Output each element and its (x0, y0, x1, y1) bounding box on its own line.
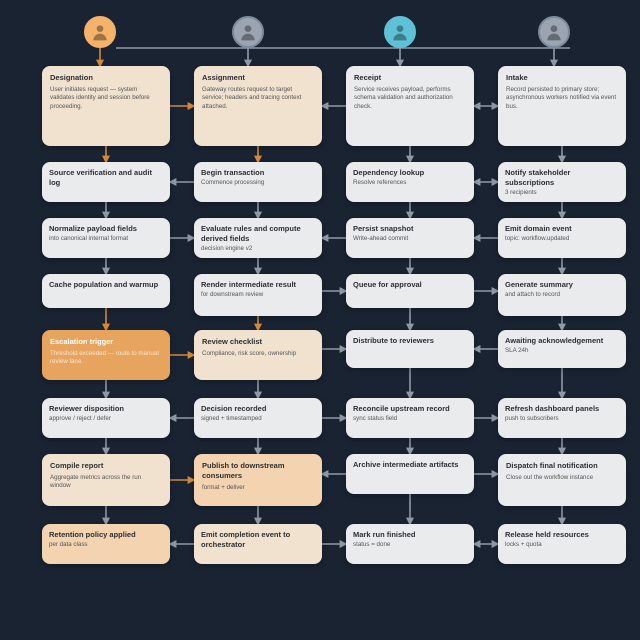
node-body: SLA 24h (505, 347, 619, 355)
node-title: Source verification and audit log (49, 168, 163, 188)
flow-node: Notify stakeholder subscriptions3 recipi… (498, 162, 626, 202)
node-title: Release held resources (505, 530, 619, 540)
node-body: decision engine v2 (201, 245, 315, 253)
node-title: Review checklist (202, 337, 314, 347)
node-title: Emit completion event to orchestrator (201, 530, 315, 550)
flow-node: Reconcile upstream recordsync status fie… (346, 398, 474, 438)
flow-node: Dispatch final notification Close out the… (498, 454, 626, 506)
flow-node: Release held resourceslocks + quota (498, 524, 626, 564)
node-title: Begin transaction (201, 168, 315, 178)
flow-node: Review checklist Compliance, risk score, … (194, 330, 322, 380)
node-title: Awaiting acknowledgement (505, 336, 619, 346)
node-title: Normalize payload fields (49, 224, 163, 234)
node-title: Evaluate rules and compute derived field… (201, 224, 315, 244)
flow-node: Generate summaryand attach to record (498, 274, 626, 316)
flow-node: Retention policy appliedper data class (42, 524, 170, 564)
flow-node: Mark run finishedstatus = done (346, 524, 474, 564)
flow-node: Compile report Aggregate metrics across t… (42, 454, 170, 506)
flow-node: Decision recordedsigned + timestamped (194, 398, 322, 438)
node-title: Distribute to reviewers (353, 336, 467, 346)
flow-node: Archive intermediate artifacts (346, 454, 474, 494)
node-title: Cache population and warmup (49, 280, 163, 290)
flow-node: Designation User initiates request — syst… (42, 66, 170, 146)
flow-node: Begin transactionCommence processing (194, 162, 322, 202)
flow-node: Persist snapshotWrite-ahead commit (346, 218, 474, 258)
flow-node: Queue for approval (346, 274, 474, 308)
flow-node: Refresh dashboard panelspush to subscrib… (498, 398, 626, 438)
node-title: Decision recorded (201, 404, 315, 414)
flow-node: Dependency lookupResolve references (346, 162, 474, 202)
flow-node: Source verification and audit log (42, 162, 170, 202)
node-title: Publish to downstream consumers (202, 461, 314, 481)
flow-node: Emit completion event to orchestrator (194, 524, 322, 564)
node-title: Compile report (50, 461, 162, 471)
node-title: Generate summary (505, 280, 619, 290)
node-body: per data class (49, 541, 163, 549)
node-title: Queue for approval (353, 280, 467, 290)
node-body: Compliance, risk score, ownership (202, 350, 314, 358)
node-body: and attach to record (505, 291, 619, 299)
lane-avatar (84, 16, 116, 48)
node-body: topic: workflow.updated (505, 235, 619, 243)
lane-avatar (232, 16, 264, 48)
flow-node: Intake Record persisted to primary store;… (498, 66, 626, 146)
node-title: Intake (506, 73, 618, 83)
flow-node: Distribute to reviewers (346, 330, 474, 368)
lane-avatar (538, 16, 570, 48)
node-title: Archive intermediate artifacts (353, 460, 467, 470)
flow-node: Receipt Service receives payload, perform… (346, 66, 474, 146)
flow-node: Awaiting acknowledgementSLA 24h (498, 330, 626, 368)
flow-node: Assignment Gateway routes request to targ… (194, 66, 322, 146)
node-body: Threshold exceeded — route to manual rev… (50, 350, 162, 367)
node-title: Retention policy applied (49, 530, 163, 540)
node-body: approve / reject / defer (49, 415, 163, 423)
node-title: Persist snapshot (353, 224, 467, 234)
node-body: signed + timestamped (201, 415, 315, 423)
node-body: status = done (353, 541, 467, 549)
node-title: Render intermediate result (201, 280, 315, 290)
node-title: Receipt (354, 73, 466, 83)
node-title: Assignment (202, 73, 314, 83)
node-title: Reconcile upstream record (353, 404, 467, 414)
node-body: Gateway routes request to target service… (202, 86, 314, 111)
flow-node: Cache population and warmup (42, 274, 170, 308)
node-title: Emit domain event (505, 224, 619, 234)
flow-node: Normalize payload fieldsinto canonical i… (42, 218, 170, 258)
lane-avatar (384, 16, 416, 48)
node-body: sync status field (353, 415, 467, 423)
flow-node: Escalation trigger Threshold exceeded — r… (42, 330, 170, 380)
node-body: User initiates request — system validate… (50, 86, 162, 111)
flowchart-canvas: Designation User initiates request — syst… (0, 0, 640, 640)
node-body: Close out the workflow instance (506, 474, 618, 482)
node-body: Resolve references (353, 179, 467, 187)
node-title: Dependency lookup (353, 168, 467, 178)
node-body: locks + quota (505, 541, 619, 549)
flow-node: Reviewer dispositionapprove / reject / d… (42, 398, 170, 438)
node-body: into canonical internal format (49, 235, 163, 243)
flow-node: Publish to downstream consumers format + … (194, 454, 322, 506)
node-title: Reviewer disposition (49, 404, 163, 414)
node-body: Aggregate metrics across the run window (50, 474, 162, 491)
node-title: Dispatch final notification (506, 461, 618, 471)
node-body: Record persisted to primary store; async… (506, 86, 618, 111)
node-body: format + deliver (202, 484, 314, 492)
node-body: for downstream review (201, 291, 315, 299)
node-body: Write-ahead commit (353, 235, 467, 243)
node-title: Designation (50, 73, 162, 83)
node-title: Escalation trigger (50, 337, 162, 347)
flow-node: Emit domain eventtopic: workflow.updated (498, 218, 626, 258)
node-body: 3 recipients (505, 189, 619, 197)
node-title: Notify stakeholder subscriptions (505, 168, 619, 188)
node-title: Mark run finished (353, 530, 467, 540)
node-body: push to subscribers (505, 415, 619, 423)
node-body: Service receives payload, performs schem… (354, 86, 466, 111)
flow-node: Evaluate rules and compute derived field… (194, 218, 322, 258)
node-body: Commence processing (201, 179, 315, 187)
node-title: Refresh dashboard panels (505, 404, 619, 414)
flow-node: Render intermediate resultfor downstream… (194, 274, 322, 316)
